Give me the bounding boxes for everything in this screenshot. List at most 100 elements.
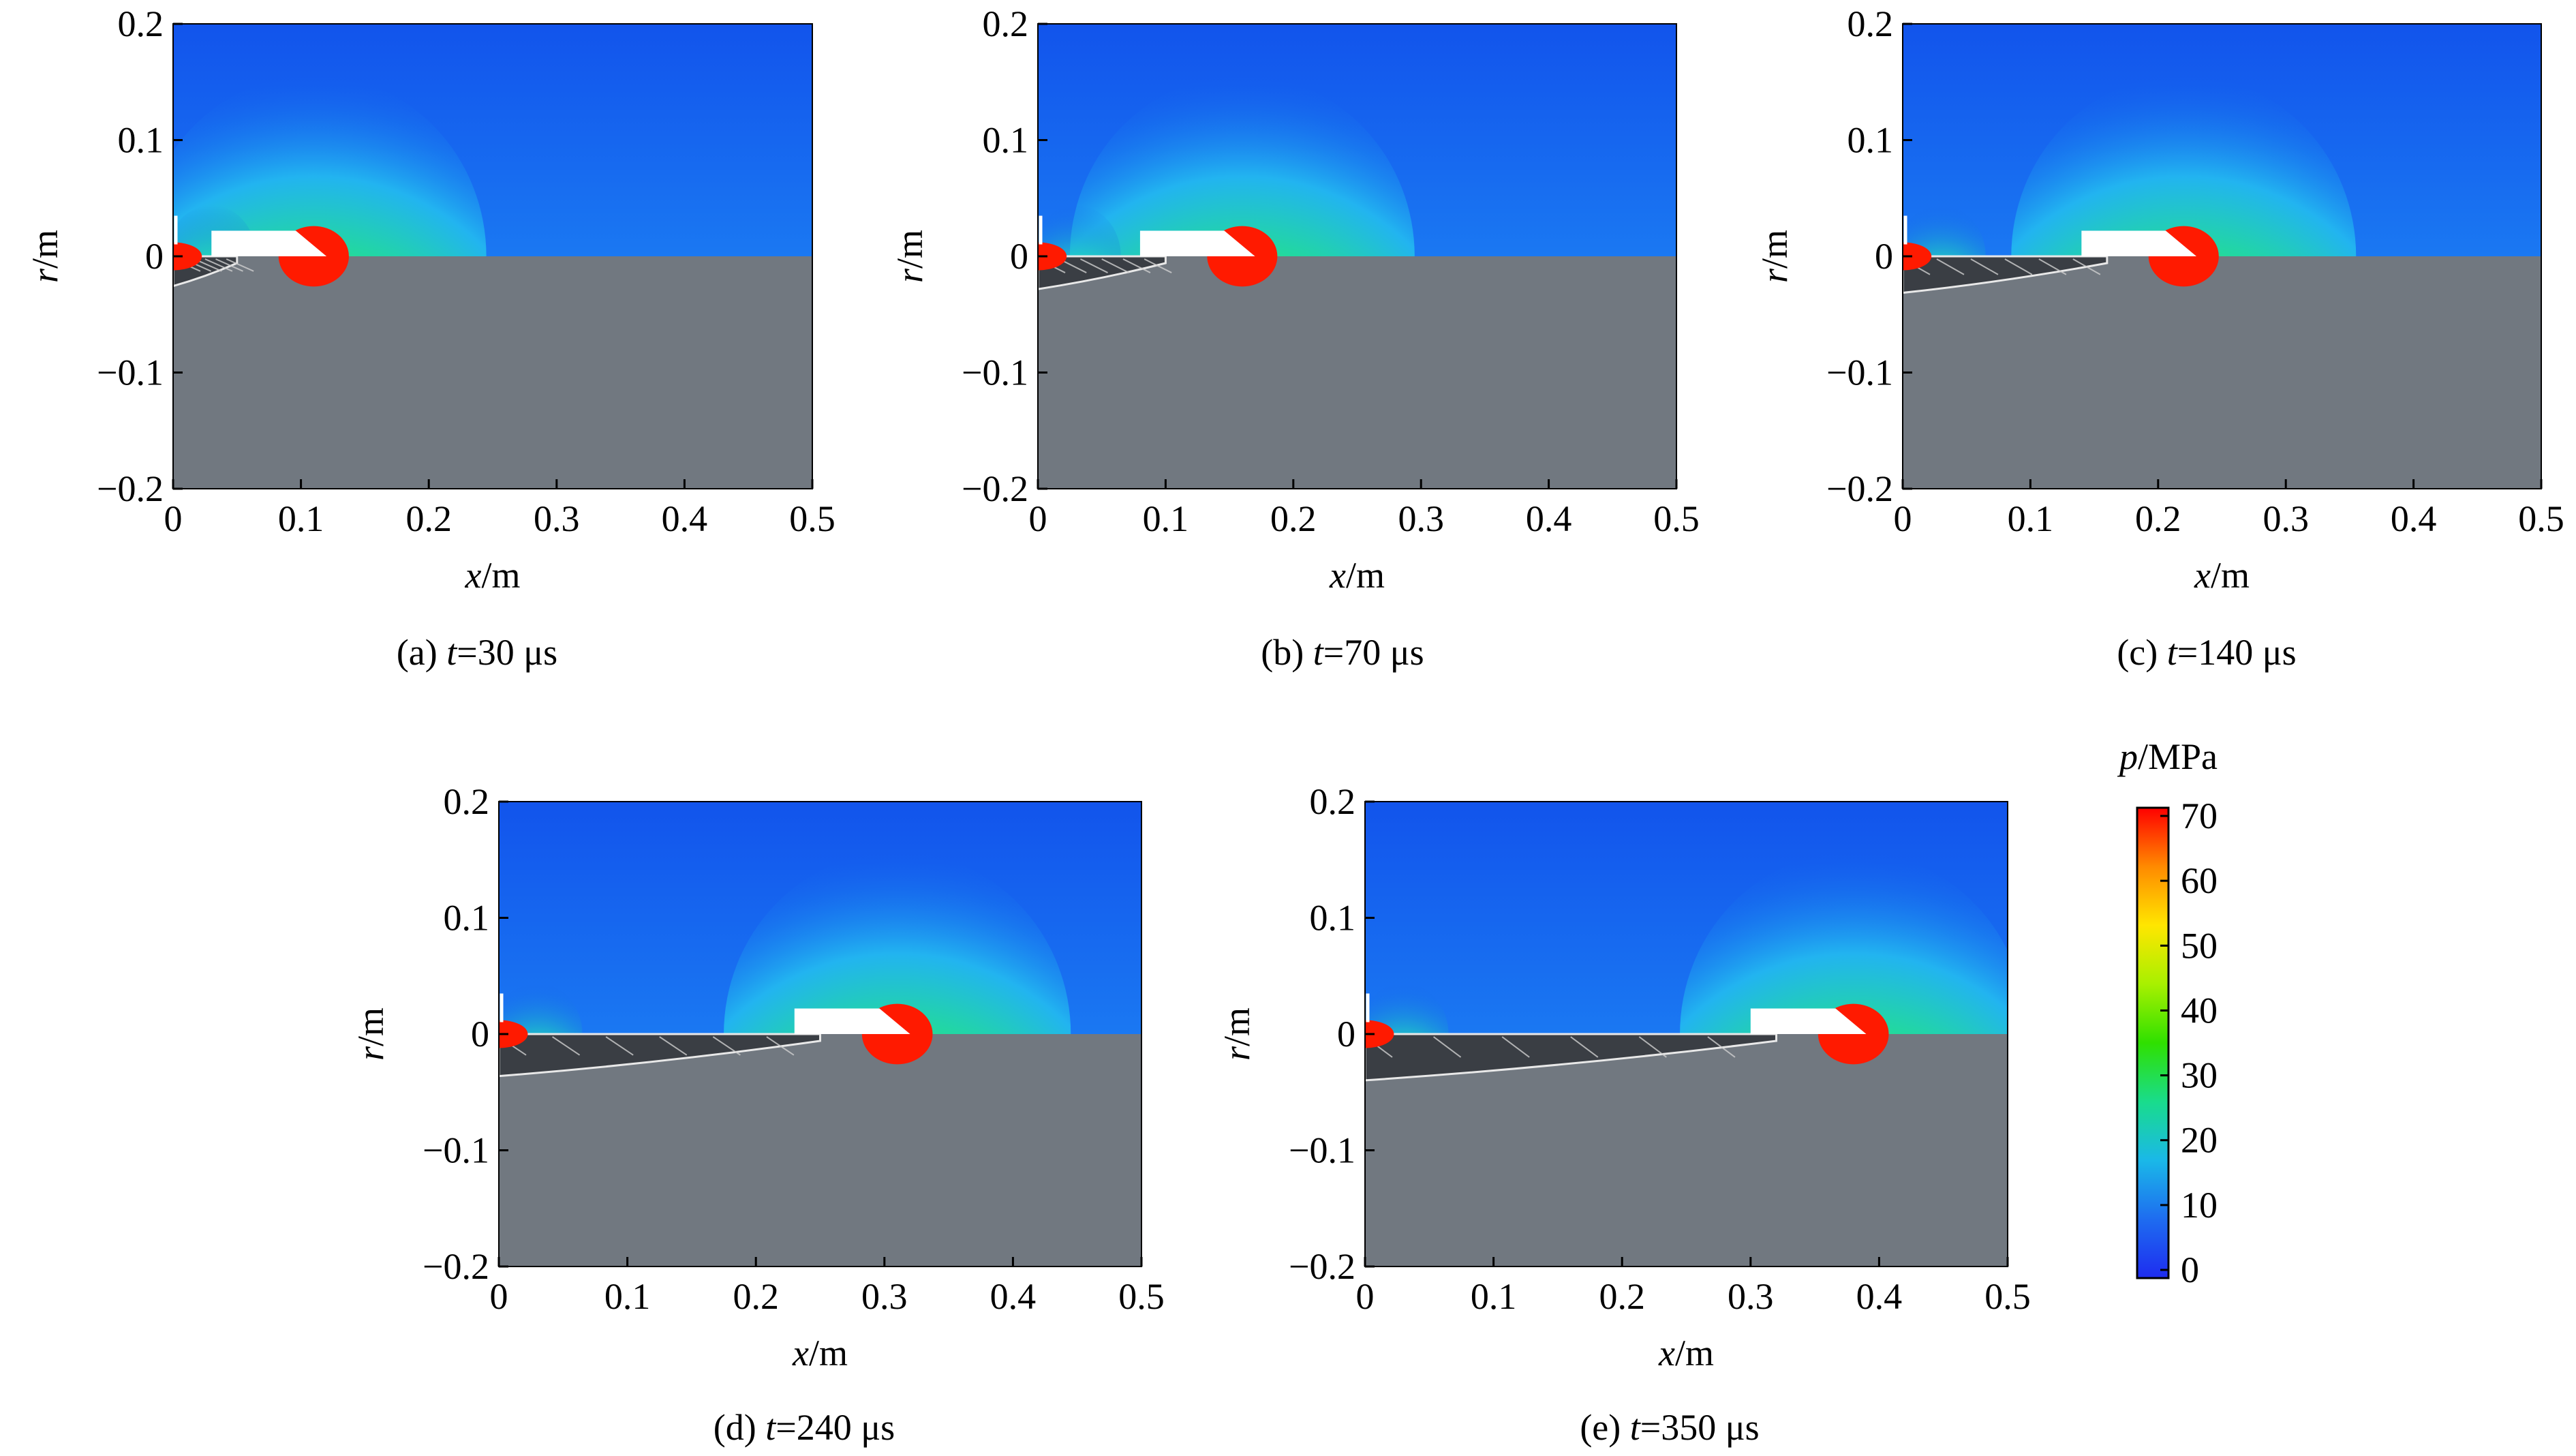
solid-region [1038,256,1676,489]
panel-d: 0 0.1 0.2 0.3 0.4 0.5 x/m 0.2 0.1 0 −0.1 −0.2 r/m (d)… [350,781,1165,1448]
shock-line [1570,1036,1599,1058]
x-tick-label: 0 [490,1276,508,1317]
solid-region [499,1034,1141,1267]
shock-line [1101,258,1130,273]
x-tick-label: 0.4 [2391,498,2437,539]
x-tick-label: 0.1 [2008,498,2054,539]
y-tick-label: 0.1 [1310,898,1356,939]
shock-line [1936,258,1965,275]
x-tick-label: 0.4 [662,498,708,539]
x-tick-label: 0.2 [1270,498,1317,539]
colorbar-label-var: p [2117,736,2138,777]
x-axis-label: x/m [1658,1333,1714,1374]
x-tick-label: 0.4 [1856,1276,1903,1317]
y-axis-label: r/m [1754,230,1795,283]
y-tick-label: −0.1 [1826,352,1893,393]
shock-line [1122,258,1151,273]
y-tick-label: −0.2 [97,468,164,509]
x-axis-label: x/m [792,1333,848,1374]
shock-line [215,258,243,272]
projectile [794,1008,910,1034]
x-tick-label: 0.4 [990,1276,1037,1317]
x-tick-label: 0.3 [534,498,580,539]
panel-caption: (e) t=350 μs [1580,1407,1759,1448]
y-tick-label: −0.2 [1289,1246,1355,1287]
y-axis-label: r/m [889,230,930,283]
y-tick-label: −0.1 [1289,1130,1355,1171]
x-axis: 0 0.1 0.2 0.3 0.4 0.5 x/m [1356,1257,2031,1374]
origin-high-pressure [1903,242,1932,271]
y-tick-label: 0 [1337,1014,1355,1055]
y-tick-label: 0.2 [118,3,164,44]
x-tick-label: 0.5 [1653,498,1700,539]
y-tick-label: 0 [1875,236,1893,277]
y-axis-label: r/m [1216,1007,1257,1061]
y-axis: 0.2 0.1 0 −0.1 −0.2 r/m [1216,781,1375,1287]
y-axis-label: r/m [350,1007,391,1061]
panel-c: 0 0.1 0.2 0.3 0.4 0.5 x/m 0.2 0.1 0 −0.1 −0.2 r/m (c)… [1754,3,2564,673]
y-tick-label: −0.1 [97,352,164,393]
colorbar-tick-label: 20 [2181,1120,2218,1161]
y-axis: 0.2 0.1 0 −0.1 −0.2 r/m [25,3,183,509]
colorbar-tick-label: 10 [2181,1185,2218,1226]
y-tick-label: 0.2 [1310,781,1356,822]
panel-caption: (d) t=240 μs [714,1407,895,1448]
y-axis: 0.2 0.1 0 −0.1 −0.2 r/m [350,781,508,1287]
shock-line [1080,258,1108,273]
origin-high-pressure [173,242,202,271]
cavity-wake [1903,255,2109,294]
x-tick-label: 0.4 [1526,498,1572,539]
panel-b: 0 0.1 0.2 0.3 0.4 0.5 x/m 0.2 0.1 0 −0.1 −0.2 r/m (b)… [889,3,1700,673]
plot-area [1903,24,2541,489]
x-axis: 0 0.1 0.2 0.3 0.4 0.5 x/m [164,479,835,596]
x-tick-label: 0.3 [2263,498,2309,539]
colorbar-tick-label: 0 [2181,1249,2199,1290]
y-axis: 0.2 0.1 0 −0.1 −0.2 r/m [889,3,1047,509]
y-tick-label: −0.1 [962,352,1028,393]
x-tick-label: 0.2 [405,498,452,539]
x-tick-label: 0.2 [2135,498,2181,539]
panel-a: 0 0.1 0.2 0.3 0.4 0.5 x/m 0.2 0.1 0 −0.1 −0.2 r/m (a)… [25,3,835,673]
shock-line [552,1036,581,1056]
solid-region [173,256,812,489]
y-tick-label: 0.1 [1847,120,1894,161]
x-axis-label: x/m [465,555,521,596]
y-tick-label: 0 [1010,236,1028,277]
x-tick-label: 0.5 [1118,1276,1165,1317]
panel-caption: (a) t=30 μs [397,632,557,673]
shock-line [2038,258,2067,275]
shock-line [2072,258,2101,275]
x-tick-label: 0 [1894,498,1912,539]
colorbar-label-unit: /MPa [2138,736,2218,777]
colorbar-gradient [2136,806,2170,1279]
plot-area [499,802,1141,1267]
y-tick-label: 0.2 [1847,3,1894,44]
cavity-wake [499,1033,821,1078]
x-tick-label: 0.3 [1728,1276,1774,1317]
shock-line [766,1036,795,1056]
y-tick-label: 0 [471,1014,489,1055]
x-tick-label: 0.5 [789,498,835,539]
origin-high-pressure [1038,242,1067,271]
colorbar-tick-label: 60 [2181,860,2218,901]
shock-line [605,1036,634,1056]
x-tick-label: 0.2 [1599,1276,1645,1317]
shock-line [712,1036,741,1056]
x-tick-label: 0 [164,498,183,539]
cavity-wake [1365,1033,1778,1082]
x-tick-label: 0.1 [604,1276,651,1317]
shock-line [1432,1036,1462,1058]
colorbar: p/MPa 70 60 50 40 30 20 10 0 [2117,736,2218,1290]
colorbar-tick-label: 40 [2181,990,2218,1031]
colorbar-ticks: 70 60 50 40 30 20 10 0 [2160,795,2218,1290]
plot-area [173,24,812,489]
panel-e: 0 0.1 0.2 0.3 0.4 0.5 x/m 0.2 0.1 0 −0.1 −0.2 r/m (e)… [1216,781,2031,1448]
projectile [1139,230,1255,256]
x-axis: 0 0.1 0.2 0.3 0.4 0.5 x/m [1894,479,2564,596]
shock-line [1501,1036,1530,1058]
shock-line [204,258,233,272]
colorbar-tick-label: 30 [2181,1055,2218,1096]
shock-line [1970,258,1999,275]
y-tick-label: 0.2 [983,3,1029,44]
y-tick-label: 0.1 [118,120,164,161]
